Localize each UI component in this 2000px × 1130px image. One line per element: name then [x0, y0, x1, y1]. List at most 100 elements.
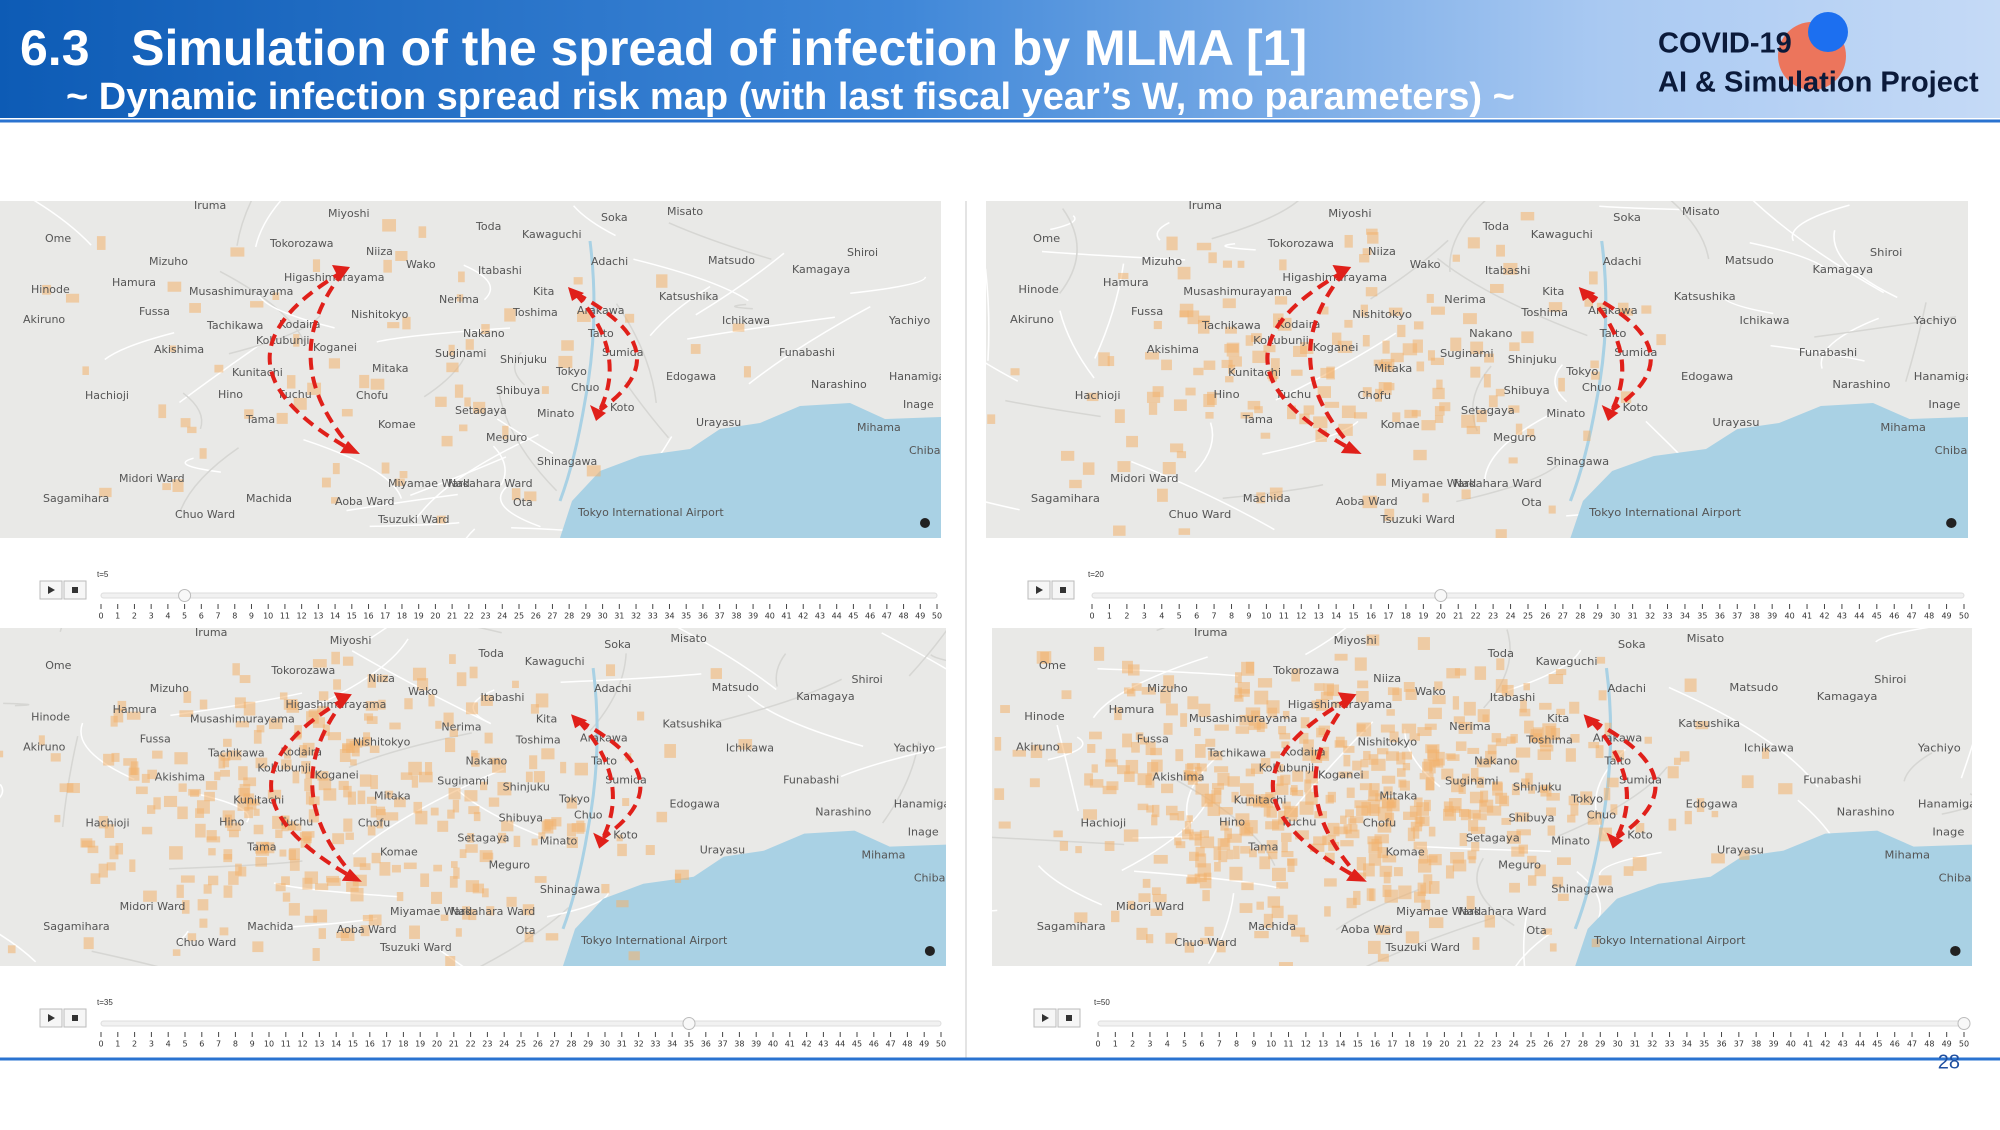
risk-cell	[1508, 405, 1520, 413]
road	[182, 392, 203, 430]
risk-cell	[1476, 758, 1491, 768]
place-label: Nakano	[1474, 755, 1517, 768]
risk-cell	[1163, 723, 1173, 735]
slider-tick-label: 40	[768, 1040, 778, 1049]
risk-cell	[1030, 744, 1043, 758]
play-icon	[1042, 1014, 1049, 1022]
risk-cell	[1548, 674, 1564, 685]
slider-tick-label: 41	[1803, 1040, 1813, 1049]
risk-cell	[1376, 473, 1387, 486]
slider-tick-label: 40	[1786, 1040, 1796, 1049]
slider-tick-label: 31	[1630, 1040, 1640, 1049]
slider-tick-label: 12	[1296, 612, 1306, 621]
place-label: Inage	[908, 826, 939, 839]
slider-handle[interactable]	[178, 589, 192, 602]
slider-tick-label: 6	[199, 612, 204, 621]
slider-tick-label: 36	[698, 612, 708, 621]
place-label: Tokyo	[1570, 793, 1603, 806]
logo-text: AI & Simulation Project	[1658, 67, 1979, 99]
risk-cell	[1270, 751, 1281, 759]
place-label: Adachi	[1603, 255, 1642, 268]
place-label: Fussa	[139, 305, 170, 318]
risk-cell	[1251, 333, 1262, 342]
risk-cell	[1468, 820, 1479, 832]
slider-tick-label: 29	[1595, 1040, 1605, 1049]
risk-cell	[1325, 794, 1334, 804]
risk-cell	[1552, 876, 1564, 888]
risk-cell	[1262, 797, 1270, 805]
risk-cell	[1220, 820, 1229, 831]
risk-cell	[1407, 827, 1416, 842]
slider-tick-label: 38	[1750, 612, 1760, 621]
risk-cell	[1463, 313, 1477, 325]
risk-cell	[1203, 360, 1216, 370]
risk-cell	[255, 757, 268, 769]
risk-cell	[465, 339, 474, 350]
place-label: Kodaira	[279, 318, 320, 331]
risk-cell	[1424, 723, 1437, 730]
risk-cell	[1412, 339, 1423, 353]
place-label: Fussa	[1131, 305, 1163, 318]
risk-cell	[1778, 783, 1793, 795]
place-label: Itabashi	[1490, 691, 1536, 704]
road	[1483, 629, 1511, 709]
slider-tick-label: 3	[1147, 1040, 1152, 1049]
slider-tick-label: 23	[480, 612, 490, 621]
risk-cell	[1596, 656, 1606, 664]
place-label: Hamura	[113, 703, 157, 716]
place-label: Nishitokyo	[353, 735, 411, 748]
place-label: Tokorozawa	[1272, 664, 1339, 677]
risk-cell	[1208, 750, 1223, 761]
risk-cell	[187, 426, 197, 434]
slider-handle[interactable]	[1434, 589, 1448, 602]
risk-cell	[50, 753, 61, 762]
risk-cell	[459, 849, 467, 859]
place-label: Koganei	[315, 768, 359, 781]
arrow-head	[1340, 441, 1362, 454]
road	[423, 356, 466, 398]
place-label: Ichikawa	[726, 741, 774, 754]
risk-cell	[1476, 409, 1487, 423]
risk-cell	[1583, 430, 1591, 441]
place-label: Meguro	[1498, 859, 1541, 872]
risk-cell	[376, 809, 386, 816]
risk-cell	[343, 785, 352, 798]
slider-tick-label: 45	[848, 612, 858, 621]
risk-cell	[1510, 733, 1518, 743]
slider-tick-label: 37	[715, 612, 725, 621]
slider-tick-label: 36	[701, 1040, 711, 1049]
risk-cell	[300, 837, 311, 848]
risk-cell	[208, 875, 219, 886]
risk-cell	[1461, 489, 1471, 500]
place-label: Kokubunji	[1253, 334, 1309, 347]
risk-cell	[96, 236, 106, 250]
road	[668, 222, 772, 260]
slider-tick-label: 41	[785, 1040, 795, 1049]
risk-cell	[524, 932, 534, 943]
risk-cell	[1197, 319, 1210, 334]
risk-cell	[253, 808, 260, 816]
slider-tick-label: 44	[835, 1040, 845, 1049]
slider-tick-label: 22	[464, 612, 474, 621]
risk-cell	[961, 791, 974, 798]
place-label: Ota	[513, 496, 533, 509]
risk-cell	[1403, 682, 1415, 692]
risk-cell	[437, 820, 449, 832]
slider-tick-label: 48	[898, 612, 908, 621]
risk-cell	[473, 401, 486, 414]
road	[930, 654, 947, 662]
place-label: Ome	[1033, 232, 1060, 245]
place-label: Toda	[1482, 220, 1509, 233]
risk-cell	[339, 749, 351, 762]
place-label: Niiza	[1368, 245, 1396, 258]
risk-cell	[268, 718, 283, 730]
place-label: Sumida	[1619, 774, 1662, 787]
place-label: Miyoshi	[1334, 634, 1377, 647]
risk-cell	[110, 715, 118, 727]
place-label: Chiba	[909, 444, 940, 457]
road	[1770, 344, 1865, 362]
slider-handle[interactable]	[682, 1017, 696, 1030]
river	[1568, 240, 1608, 502]
slider-handle[interactable]	[1957, 1017, 1971, 1030]
risk-cell	[1416, 361, 1425, 372]
